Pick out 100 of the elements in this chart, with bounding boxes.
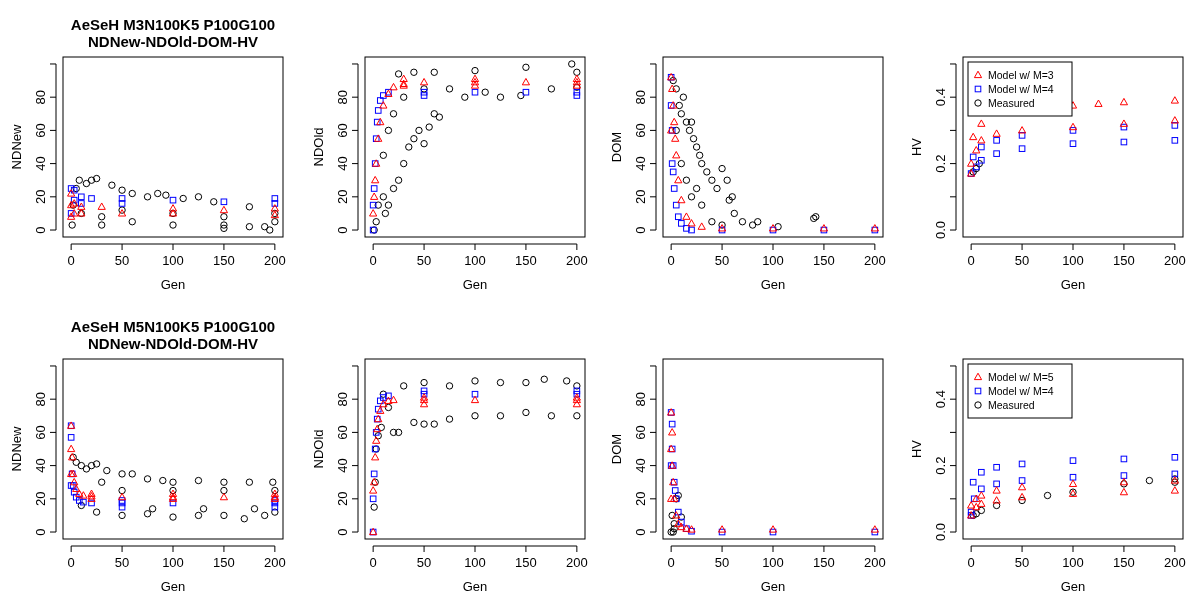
point <box>80 498 87 506</box>
point <box>967 501 976 509</box>
point <box>682 212 691 220</box>
y-axis-title: NDNew <box>9 124 24 170</box>
point <box>266 226 274 234</box>
point <box>689 135 698 143</box>
x-tick-label: 0 <box>667 555 675 570</box>
legend-label: Model w/ M=4 <box>988 82 1054 95</box>
y-axis-title: HV <box>909 439 924 459</box>
x-axis-title: Gen <box>1060 277 1086 292</box>
point <box>425 123 433 131</box>
point <box>672 201 680 209</box>
point <box>384 403 393 412</box>
legend-label: Model w/ M=3 <box>988 68 1054 81</box>
point <box>72 484 81 492</box>
point <box>219 205 229 214</box>
point <box>118 186 126 194</box>
point <box>687 219 696 227</box>
point <box>471 88 479 96</box>
point <box>470 77 480 86</box>
point <box>143 510 152 518</box>
y-tick-label: 0.2 <box>933 154 948 173</box>
point <box>728 193 736 201</box>
point <box>1068 122 1078 131</box>
y-tick-label: 0.4 <box>933 88 948 107</box>
x-tick-label: 0 <box>667 253 675 268</box>
point <box>77 461 86 470</box>
point <box>1018 132 1026 139</box>
point <box>738 218 747 226</box>
y-axis-title: NDOld <box>311 127 326 167</box>
point <box>670 525 678 533</box>
x-axis-title: Gen <box>760 277 786 292</box>
point <box>67 434 75 441</box>
point <box>400 93 408 101</box>
point <box>471 412 479 420</box>
x-tick-label: 200 <box>864 253 886 268</box>
point <box>369 486 378 494</box>
point <box>435 113 444 121</box>
point <box>168 204 178 212</box>
y-axis-title: DOM <box>609 131 624 163</box>
point <box>672 126 680 135</box>
point <box>667 494 676 502</box>
point <box>82 179 91 188</box>
point <box>682 176 691 184</box>
point <box>260 511 269 520</box>
point <box>461 93 469 101</box>
point <box>470 74 480 83</box>
x-tick-label: 200 <box>1164 555 1186 570</box>
y-tick-label: 20 <box>33 491 48 507</box>
point <box>967 159 976 167</box>
point <box>384 201 393 209</box>
point <box>379 151 388 159</box>
x-tick-label: 200 <box>264 555 286 570</box>
point <box>374 432 382 440</box>
y-tick-label: 40 <box>33 156 48 171</box>
point <box>410 418 418 427</box>
point <box>154 189 162 198</box>
point <box>1017 126 1027 134</box>
point <box>128 470 136 478</box>
point <box>572 399 581 408</box>
y-tick-label: 60 <box>633 425 648 440</box>
point <box>88 499 95 507</box>
legend-label: Model w/ M=4 <box>988 384 1054 397</box>
point <box>470 81 480 89</box>
y-axis-title: HV <box>909 137 924 157</box>
point <box>671 134 680 142</box>
point <box>87 461 96 470</box>
point <box>1120 455 1128 463</box>
y-tick-label: 40 <box>335 156 350 171</box>
point <box>969 153 977 161</box>
y-tick-label: 20 <box>33 189 48 205</box>
point <box>68 221 76 229</box>
point <box>977 499 986 507</box>
point <box>250 505 259 513</box>
point <box>522 88 530 96</box>
point <box>128 218 136 226</box>
x-tick-label: 50 <box>114 555 130 570</box>
point <box>379 101 388 109</box>
point <box>1018 477 1026 484</box>
point <box>220 224 228 233</box>
point <box>220 221 228 229</box>
point <box>70 209 79 217</box>
point <box>677 522 686 531</box>
y-tick-label: 0 <box>633 226 648 234</box>
x-axis-title: Gen <box>1060 579 1086 594</box>
point <box>669 76 677 85</box>
x-tick-label: 200 <box>566 253 588 268</box>
point <box>380 92 387 99</box>
point <box>993 137 1000 144</box>
x-tick-label: 50 <box>714 253 730 268</box>
x-tick-label: 150 <box>515 253 537 268</box>
point <box>1119 119 1129 127</box>
point <box>678 220 685 227</box>
point <box>369 209 378 217</box>
point <box>672 151 681 159</box>
point <box>143 475 152 483</box>
point <box>399 74 408 83</box>
point <box>384 126 393 135</box>
point <box>674 175 683 184</box>
point <box>420 378 428 387</box>
